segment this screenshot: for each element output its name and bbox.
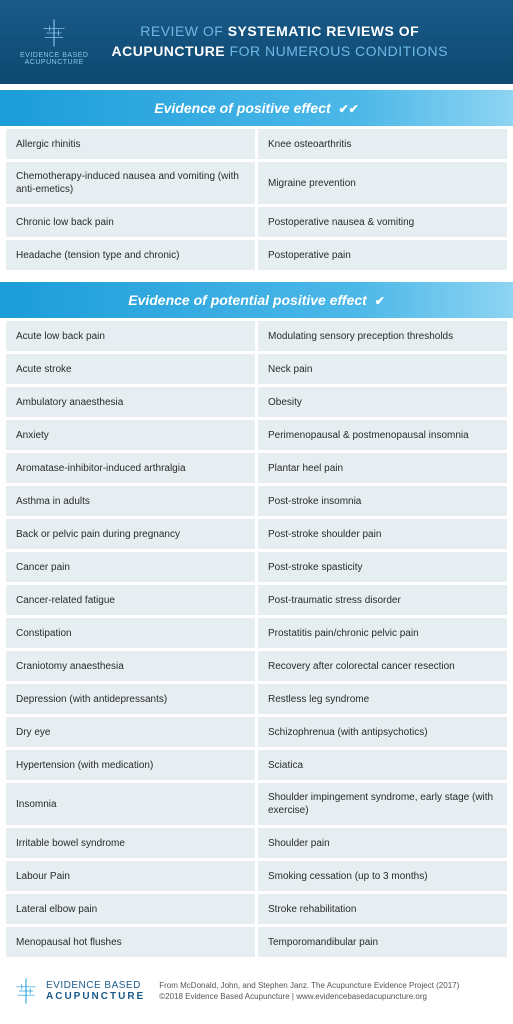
footer-logo-1: EVIDENCE BASED — [46, 980, 145, 991]
condition-cell: Allergic rhinitis — [6, 129, 255, 159]
header-banner: EVIDENCE BASED ACUPUNCTURE REVIEW OF SYS… — [0, 0, 513, 84]
condition-cell: Temporomandibular pain — [258, 927, 507, 957]
positive-effect-grid: Allergic rhinitisKnee osteoarthritisChem… — [0, 126, 513, 276]
condition-cell: Menopausal hot flushes — [6, 927, 255, 957]
condition-cell: Constipation — [6, 618, 255, 648]
section-header-potential: Evidence of potential positive effect ✔ — [0, 282, 513, 318]
section-header-positive: Evidence of positive effect ✔✔ — [0, 90, 513, 126]
acupuncture-icon — [39, 18, 69, 48]
condition-cell: Restless leg syndrome — [258, 684, 507, 714]
condition-cell: Back or pelvic pain during pregnancy — [6, 519, 255, 549]
logo-top: EVIDENCE BASED ACUPUNCTURE — [20, 18, 88, 66]
condition-cell: Depression (with antidepressants) — [6, 684, 255, 714]
logo-bottom: EVIDENCE BASED ACUPUNCTURE — [12, 977, 145, 1005]
condition-cell: Smoking cessation (up to 3 months) — [258, 861, 507, 891]
condition-cell: Postoperative pain — [258, 240, 507, 270]
condition-cell: Aromatase-inhibitor-induced arthralgia — [6, 453, 255, 483]
condition-cell: Post-stroke insomnia — [258, 486, 507, 516]
potential-effect-grid: Acute low back painModulating sensory pr… — [0, 318, 513, 963]
condition-cell: Migraine prevention — [258, 162, 507, 204]
condition-cell: Dry eye — [6, 717, 255, 747]
condition-cell: Sciatica — [258, 750, 507, 780]
condition-cell: Acute stroke — [6, 354, 255, 384]
footer: EVIDENCE BASED ACUPUNCTURE From McDonald… — [0, 963, 513, 1023]
condition-cell: Insomnia — [6, 783, 255, 825]
condition-cell: Stroke rehabilitation — [258, 894, 507, 924]
condition-cell: Headache (tension type and chronic) — [6, 240, 255, 270]
condition-cell: Perimenopausal & postmenopausal insomnia — [258, 420, 507, 450]
condition-cell: Cancer pain — [6, 552, 255, 582]
page-title: REVIEW OF SYSTEMATIC REVIEWS OF ACUPUNCT… — [106, 22, 493, 61]
condition-cell: Schizophrenua (with antipsychotics) — [258, 717, 507, 747]
condition-cell: Ambulatory anaesthesia — [6, 387, 255, 417]
condition-cell: Prostatitis pain/chronic pelvic pain — [258, 618, 507, 648]
copyright-text: ©2018 Evidence Based Acupuncture | www.e… — [159, 991, 459, 1002]
condition-cell: Hypertension (with medication) — [6, 750, 255, 780]
footer-logo-2: ACUPUNCTURE — [46, 991, 145, 1002]
condition-cell: Modulating sensory preception thresholds — [258, 321, 507, 351]
condition-cell: Plantar heel pain — [258, 453, 507, 483]
condition-cell: Postoperative nausea & vomiting — [258, 207, 507, 237]
condition-cell: Cancer-related fatigue — [6, 585, 255, 615]
condition-cell: Irritable bowel syndrome — [6, 828, 255, 858]
footer-citation-block: From McDonald, John, and Stephen Janz. T… — [159, 980, 459, 1002]
condition-cell: Chemotherapy-induced nausea and vomiting… — [6, 162, 255, 204]
logo-text-1: EVIDENCE BASED — [20, 52, 88, 59]
condition-cell: Acute low back pain — [6, 321, 255, 351]
condition-cell: Asthma in adults — [6, 486, 255, 516]
check-icon: ✔ — [375, 294, 385, 308]
acupuncture-icon — [12, 977, 40, 1005]
check-icon: ✔✔ — [339, 102, 359, 116]
condition-cell: Knee osteoarthritis — [258, 129, 507, 159]
condition-cell: Post-traumatic stress disorder — [258, 585, 507, 615]
condition-cell: Labour Pain — [6, 861, 255, 891]
condition-cell: Neck pain — [258, 354, 507, 384]
condition-cell: Lateral elbow pain — [6, 894, 255, 924]
condition-cell: Post-stroke spasticity — [258, 552, 507, 582]
logo-text-2: ACUPUNCTURE — [25, 59, 84, 66]
condition-cell: Shoulder impingement syndrome, early sta… — [258, 783, 507, 825]
condition-cell: Recovery after colorectal cancer resecti… — [258, 651, 507, 681]
condition-cell: Anxiety — [6, 420, 255, 450]
citation-text: From McDonald, John, and Stephen Janz. T… — [159, 980, 459, 991]
condition-cell: Shoulder pain — [258, 828, 507, 858]
condition-cell: Post-stroke shoulder pain — [258, 519, 507, 549]
condition-cell: Craniotomy anaesthesia — [6, 651, 255, 681]
condition-cell: Obesity — [258, 387, 507, 417]
condition-cell: Chronic low back pain — [6, 207, 255, 237]
